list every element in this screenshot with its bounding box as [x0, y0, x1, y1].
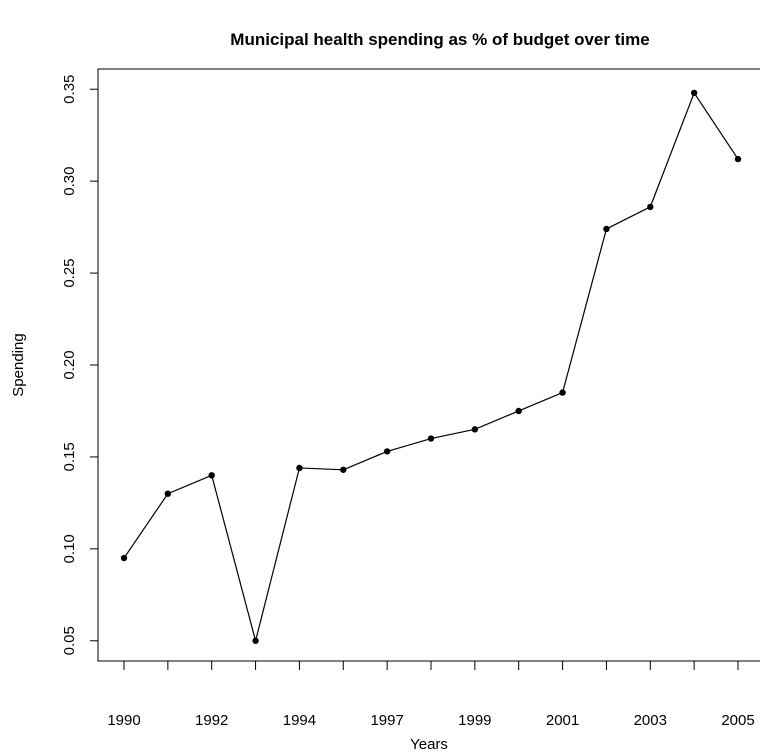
data-point	[427, 435, 435, 442]
data-point	[603, 225, 610, 233]
data-point	[515, 407, 522, 415]
x-tick-label: 1994	[283, 712, 316, 729]
data-point	[252, 637, 259, 644]
x-tick-label: 1997	[370, 712, 403, 729]
x-tick-label: 2005	[721, 712, 754, 729]
x-tick-label: 1992	[195, 712, 228, 729]
data-point	[340, 466, 347, 473]
y-tick-label: 0.05	[61, 626, 78, 655]
data-point	[559, 389, 566, 396]
data-point	[164, 490, 172, 497]
x-tick-label: 1990	[107, 712, 140, 729]
y-tick-label: 0.30	[61, 167, 78, 196]
x-axis-label: Years	[410, 736, 448, 752]
data-point	[208, 472, 215, 479]
plot-frame	[97, 68, 760, 662]
y-axis-label: Spending	[10, 333, 27, 396]
data-point	[471, 426, 479, 433]
data-point	[690, 89, 698, 97]
y-tick-label: 0.15	[61, 442, 78, 471]
data-point	[383, 448, 391, 455]
y-tick-label: 0.10	[61, 534, 78, 563]
data-point	[296, 464, 303, 472]
data-point	[734, 155, 742, 163]
x-tick-label: 1999	[458, 712, 491, 729]
x-tick-label: 2003	[634, 712, 667, 729]
data-point	[647, 203, 654, 211]
data-point	[120, 554, 128, 562]
y-tick-label: 0.25	[61, 258, 78, 287]
y-tick-label: 0.35	[61, 75, 78, 104]
data-line	[123, 91, 739, 644]
y-tick-label: 0.20	[61, 350, 78, 379]
x-tick-label: 2001	[546, 712, 579, 729]
chart-title: Municipal health spending as % of budget…	[230, 30, 649, 49]
